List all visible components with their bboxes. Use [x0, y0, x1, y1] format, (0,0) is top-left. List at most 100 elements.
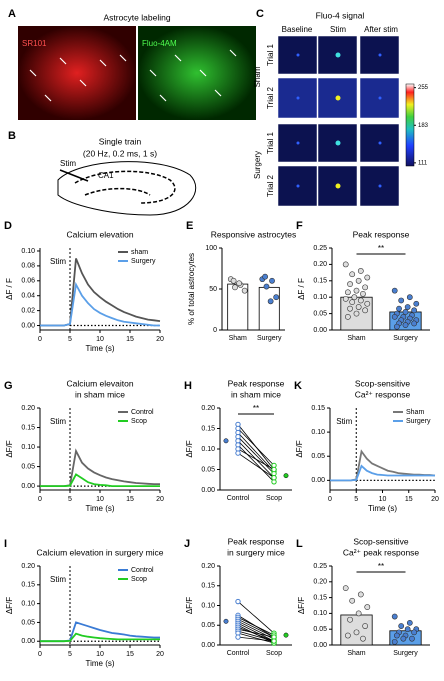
- x-tick-label: 20: [156, 496, 164, 503]
- legend-label: Control: [131, 567, 154, 574]
- data-point: [411, 629, 418, 636]
- y-axis-label: ΔF/F: [295, 440, 304, 457]
- series-line: [40, 632, 160, 643]
- panel-label: K: [294, 380, 302, 392]
- colorbar-tick-label: 255: [418, 85, 429, 91]
- data-point: [273, 294, 280, 301]
- data-point: [241, 287, 248, 294]
- y-tick-label: 0.20: [201, 405, 215, 412]
- y-tick-label: 0.05: [313, 310, 327, 317]
- data-point: [391, 613, 398, 620]
- bar: [258, 286, 280, 331]
- cell-signal: [296, 53, 300, 57]
- x-tick-label: 5: [68, 651, 72, 658]
- data-point: [406, 294, 413, 301]
- paired-line: [237, 452, 275, 479]
- y-tick-label: 0.15: [313, 278, 327, 285]
- x-axis-label: Time (s): [368, 504, 397, 513]
- paired-line: [237, 432, 275, 472]
- cell-signal: [378, 141, 382, 145]
- y-tick-label: 0.20: [21, 405, 35, 412]
- colorbar-tick-label: 183: [418, 123, 429, 129]
- cell-signal: [378, 96, 382, 100]
- paired-line: [237, 628, 275, 638]
- panel-label: D: [4, 220, 12, 232]
- data-point: [271, 475, 277, 481]
- x-tick-label: Control: [227, 650, 250, 657]
- y-tick-label: 0.10: [21, 600, 35, 607]
- sig-label: **: [378, 244, 384, 253]
- image-cell: [277, 35, 318, 75]
- legend-label: Sham: [406, 409, 424, 416]
- y-axis-label: ΔF/F: [185, 440, 194, 457]
- image-grid: [277, 35, 400, 207]
- cell-signal: [378, 53, 382, 57]
- y-tick-label: 0.00: [21, 322, 35, 329]
- trial-label: Trial 1: [266, 131, 275, 153]
- chart-title: Calcium elevaiton: [66, 378, 133, 388]
- data-point: [411, 320, 418, 327]
- y-tick-label: 0.20: [313, 579, 327, 586]
- x-tick-label: Surgery: [257, 335, 282, 342]
- data-point: [404, 304, 411, 310]
- data-point: [235, 634, 241, 640]
- data-point: [364, 274, 371, 281]
- stim-label: Stim: [50, 417, 66, 426]
- y-tick-label: 0.00: [313, 642, 327, 649]
- panel-title: Fluo-4 signal: [316, 10, 365, 20]
- series-line: [40, 473, 160, 487]
- data-point: [404, 626, 411, 633]
- x-tick-label: 0: [38, 336, 42, 343]
- data-point: [357, 297, 364, 304]
- legend-label: Surgery: [406, 418, 431, 425]
- chart-subtitle: Ca²⁺ response: [355, 389, 411, 399]
- y-tick-label: 0.25: [313, 563, 327, 570]
- chart-subtitle: in surgery mice: [227, 547, 285, 557]
- panel-label: L: [296, 538, 303, 550]
- x-tick-label: Sham: [347, 650, 365, 657]
- x-tick-label: Sham: [347, 335, 365, 342]
- chart-title: Responsive astrocytes: [211, 229, 297, 239]
- panel-label: J: [184, 538, 190, 550]
- hippocampus: [57, 161, 197, 216]
- y-tick-label: 0.08: [21, 263, 35, 270]
- cell-signal: [335, 95, 341, 101]
- data-point: [351, 294, 358, 301]
- y-tick-label: 0.00: [21, 638, 35, 645]
- x-tick-label: 15: [405, 496, 413, 503]
- panel-subtitle: (20 Hz, 0.2 ms, 1 s): [83, 148, 157, 158]
- mean-point: [223, 438, 229, 444]
- data-point: [271, 638, 277, 644]
- x-tick-label: 5: [354, 496, 358, 503]
- stim-label: Stim: [50, 257, 66, 266]
- y-axis-label: ΔF/F: [185, 597, 194, 614]
- cell-signal: [335, 52, 341, 58]
- trial-label: Trial 2: [266, 86, 275, 108]
- data-point: [353, 310, 360, 317]
- data-point: [271, 466, 277, 473]
- data-point: [355, 277, 362, 284]
- y-tick-label: 0.15: [21, 582, 35, 589]
- y-tick-label: 0.00: [201, 642, 215, 649]
- cell-signal: [296, 184, 300, 188]
- y-axis-label: ΔF / F: [297, 278, 306, 300]
- x-tick-label: 15: [126, 496, 134, 503]
- x-tick-label: Sham: [229, 335, 247, 342]
- data-point: [357, 268, 364, 274]
- y-tick-label: 0.20: [21, 563, 35, 570]
- data-point: [269, 277, 275, 284]
- data-point: [267, 298, 274, 305]
- paired-line: [237, 616, 275, 636]
- x-tick-label: 15: [126, 336, 134, 343]
- y-tick-label: 0.00: [313, 327, 327, 334]
- panel-label: H: [184, 380, 192, 392]
- y-tick-label: 0.10: [311, 429, 325, 436]
- x-tick-label: 20: [156, 651, 164, 658]
- column-label: Baseline: [282, 25, 313, 34]
- paired-line: [237, 436, 275, 474]
- sig-label: **: [378, 562, 384, 571]
- x-tick-label: 0: [328, 496, 332, 503]
- data-point: [360, 291, 366, 297]
- data-point: [263, 283, 270, 290]
- chart-title: Scop-sensitive: [355, 378, 411, 388]
